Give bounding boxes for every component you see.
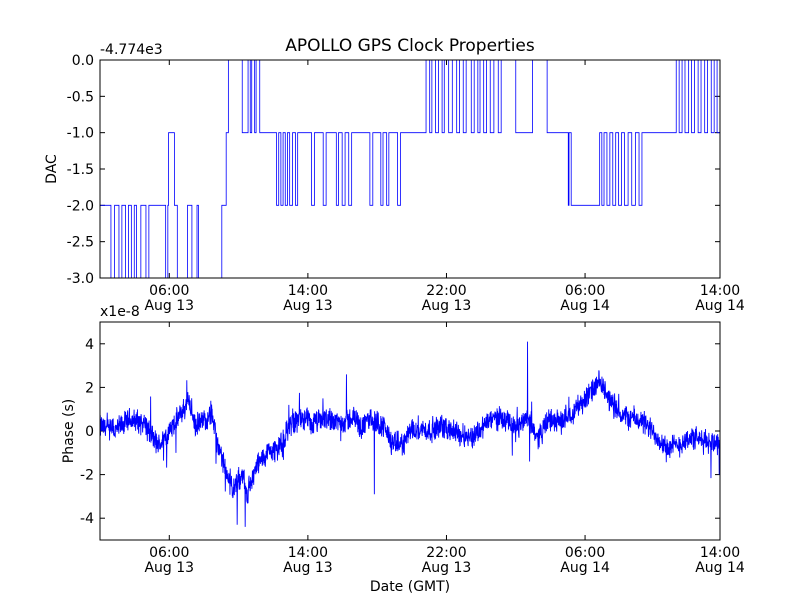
phase-y-tick-label: -4 <box>80 511 94 527</box>
dac-x-tick-date: Aug 14 <box>560 298 610 314</box>
phase-y-axis-label: Phase (s) <box>61 399 77 463</box>
dac-y-axis-label: DAC <box>44 154 60 184</box>
dac-y-tick-label: -0.5 <box>67 89 94 105</box>
phase-x-tick-time: 14:00 <box>700 545 740 561</box>
phase-y-tick-label: -2 <box>80 468 94 484</box>
dac-x-tick-time: 14:00 <box>288 283 328 299</box>
dac-x-tick-time: 06:00 <box>149 283 189 299</box>
dac-axes-frame <box>99 59 721 279</box>
dac-series-line <box>100 60 720 278</box>
dac-y-tick-label: 0.0 <box>72 53 94 69</box>
dac-x-tick-time: 22:00 <box>426 283 466 299</box>
dac-y-tick-label: -3.0 <box>67 271 94 287</box>
dac-y-tick-label: -1.0 <box>67 126 94 142</box>
x-axis-label: Date (GMT) <box>370 579 450 595</box>
phase-x-tick-time: 14:00 <box>288 545 328 561</box>
phase-y-tick-label: 2 <box>85 380 94 396</box>
phase-series-line <box>100 341 720 527</box>
dac-y-tick-label: -2.0 <box>67 198 94 214</box>
dac-x-tick-time: 06:00 <box>565 283 605 299</box>
phase-y-tick-label: 0 <box>85 424 94 440</box>
phase-x-tick-date: Aug 13 <box>144 560 194 576</box>
dac-x-tick-date: Aug 13 <box>283 298 333 314</box>
phase-x-tick-date: Aug 13 <box>283 560 333 576</box>
phase-x-tick-date: Aug 14 <box>695 560 745 576</box>
dac-offset-label: -4.774e3 <box>100 42 163 58</box>
dac-axes-border <box>99 59 721 279</box>
dac-x-tick-time: 14:00 <box>700 283 740 299</box>
dac-y-tick-label: -1.5 <box>67 162 94 178</box>
dac-x-tick-date: Aug 14 <box>695 298 745 314</box>
phase-axes-border <box>99 321 721 541</box>
dac-x-tick-date: Aug 13 <box>144 298 194 314</box>
dac-x-tick-date: Aug 13 <box>422 298 472 314</box>
phase-x-tick-time: 06:00 <box>565 545 605 561</box>
phase-x-tick-date: Aug 13 <box>422 560 472 576</box>
phase-x-tick-time: 06:00 <box>149 545 189 561</box>
phase-x-tick-date: Aug 14 <box>560 560 610 576</box>
phase-x-tick-time: 22:00 <box>426 545 466 561</box>
phase-offset-label: x1e-8 <box>100 304 140 320</box>
chart-title: APOLLO GPS Clock Properties <box>285 36 535 56</box>
dac-y-tick-label: -2.5 <box>67 235 94 251</box>
phase-y-tick-label: 4 <box>85 337 94 353</box>
